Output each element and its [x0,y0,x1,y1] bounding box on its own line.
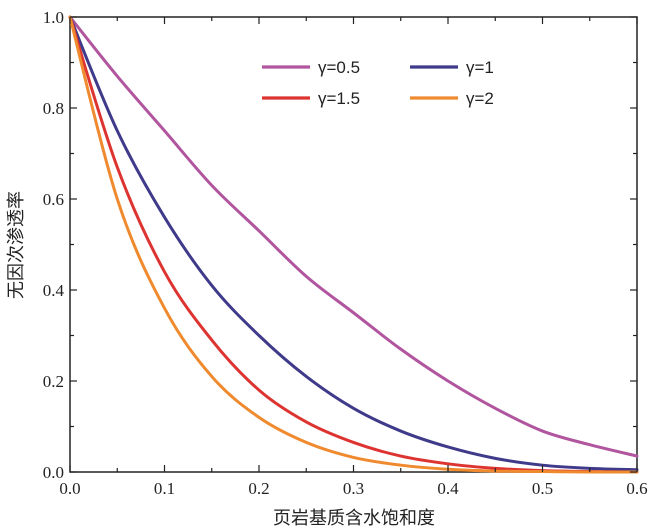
x-tick-label: 0.6 [626,479,647,498]
y-axis-title: 无因次渗透率 [6,191,27,299]
x-tick-label: 0.0 [59,479,80,498]
legend-item-gamma1-5-label: γ=1.5 [318,89,360,108]
x-axis-title: 页岩基质含水饱和度 [273,508,435,529]
y-tick-label: 1.0 [43,8,64,27]
legend-item-gamma2-label: γ=2 [466,89,494,108]
series-line-gamma0-5 [68,15,639,458]
x-tick-label: 0.2 [248,479,269,498]
y-tick-label: 0.6 [43,190,64,209]
legend-item-gamma0-5-label: γ=0.5 [318,58,360,77]
y-tick-label: 0.0 [43,463,64,482]
legend: γ=0.5 γ=1 γ=1.5 γ=2 [262,58,494,108]
y-tick-label: 0.2 [43,372,64,391]
x-tick-label: 0.1 [154,479,175,498]
axes-layer: 0.0 0.1 0.2 0.3 0.4 0.5 0.6 0.0 0.2 0.4 0.6 0.8 1.0 [43,8,648,498]
y-tick-label: 0.4 [43,281,65,300]
y-tick-label: 0.8 [43,99,64,118]
legend-item-gamma1-label: γ=1 [466,58,494,77]
series-line-gamma1 [68,15,639,472]
series-line-gamma1-5 [68,15,639,474]
series-line-gamma2 [68,15,639,474]
series-layer [68,15,639,474]
plot-frame [69,16,638,473]
x-tick-label: 0.3 [343,479,364,498]
x-tick-label: 0.4 [437,479,459,498]
x-tick-label: 0.5 [532,479,553,498]
plot-area [69,16,638,473]
